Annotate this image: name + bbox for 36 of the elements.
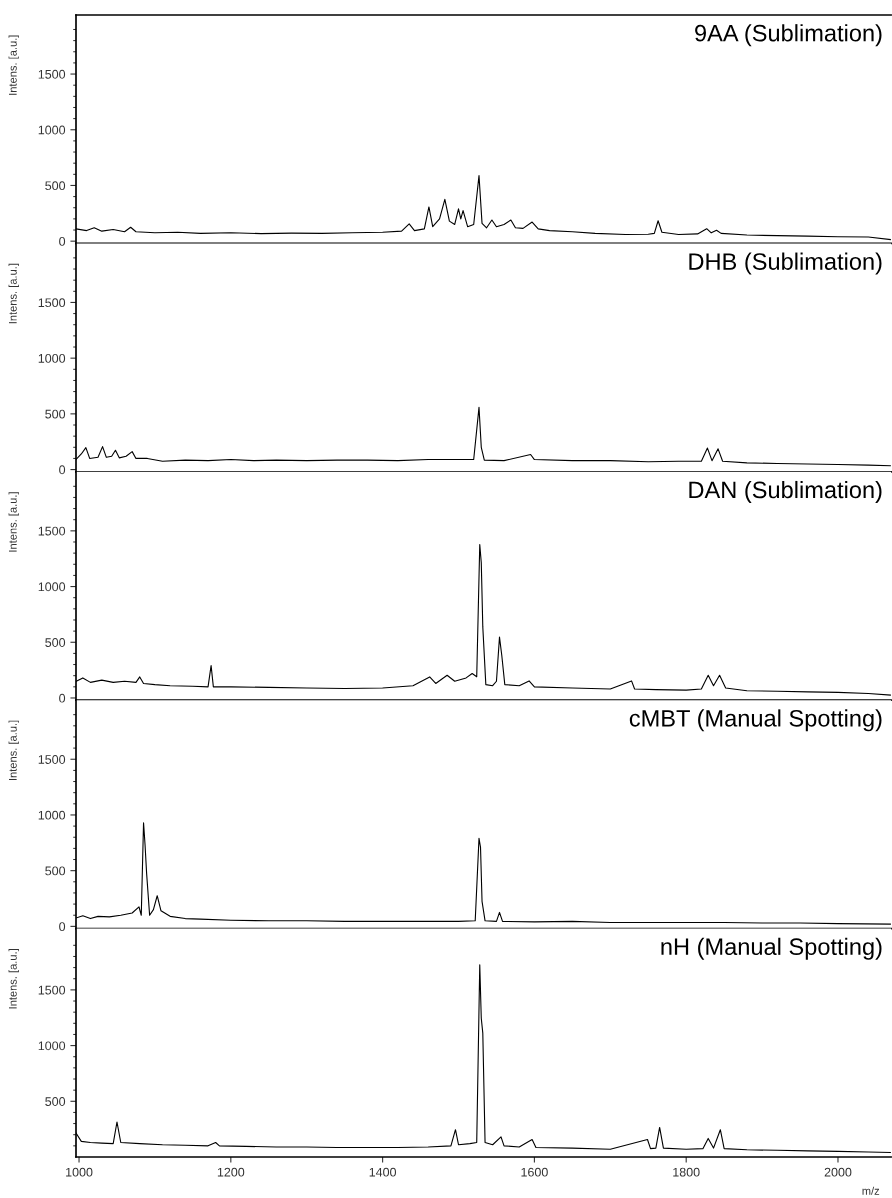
chart-title: DHB (Sublimation) — [689, 252, 882, 275]
chart-title: 9AA (Sublimation) — [695, 24, 882, 47]
y-tick-label: 1500 — [38, 526, 66, 536]
y-tick-label: 1000 — [38, 1041, 66, 1051]
y-tick-label: 500 — [45, 866, 66, 876]
y-tick-label: 1500 — [38, 69, 66, 79]
y-tick-label: 500 — [45, 1097, 66, 1106]
y-tick-label: 500 — [45, 638, 66, 647]
chart-title: nH (Manual Spotting) — [661, 937, 882, 960]
y-axis-title: Intens. [a.u.] — [8, 35, 19, 95]
x-axis-title: m/z — [862, 1186, 880, 1195]
y-tick-label: 1000 — [38, 582, 66, 592]
y-axis-title: Intens. [a.u.] — [8, 492, 19, 552]
y-tick-label: 500 — [45, 409, 66, 419]
x-tick-label: 1600 — [521, 1167, 548, 1177]
x-tick-label: 1800 — [673, 1167, 700, 1177]
y-tick-label: 500 — [45, 181, 66, 191]
y-tick-label: 1000 — [38, 353, 66, 363]
y-tick-label: 0 — [59, 693, 66, 703]
y-axis-title: Intens. [a.u.] — [8, 949, 19, 1009]
chart-title: DAN (Sublimation) — [689, 480, 882, 503]
y-axis-title: Intens. [a.u.] — [8, 720, 19, 780]
y-tick-label: 1500 — [38, 985, 66, 995]
y-tick-label: 1000 — [38, 810, 66, 820]
y-tick-label: 0 — [59, 236, 66, 246]
y-tick-label: 1500 — [38, 298, 66, 308]
x-tick-label: 1200 — [217, 1167, 245, 1177]
y-tick-label: 0 — [59, 922, 66, 932]
y-tick-label: 1000 — [38, 125, 66, 135]
x-tick-label: 2000 — [824, 1167, 852, 1177]
x-tick-label: 1000 — [66, 1167, 93, 1177]
y-tick-label: 1500 — [38, 755, 66, 764]
y-axis-title: Intens. [a.u.] — [8, 263, 19, 324]
chart-title: cMBT (Manual Spotting) — [629, 709, 882, 732]
x-tick-label: 1400 — [369, 1167, 397, 1177]
y-tick-label: 0 — [59, 465, 66, 475]
